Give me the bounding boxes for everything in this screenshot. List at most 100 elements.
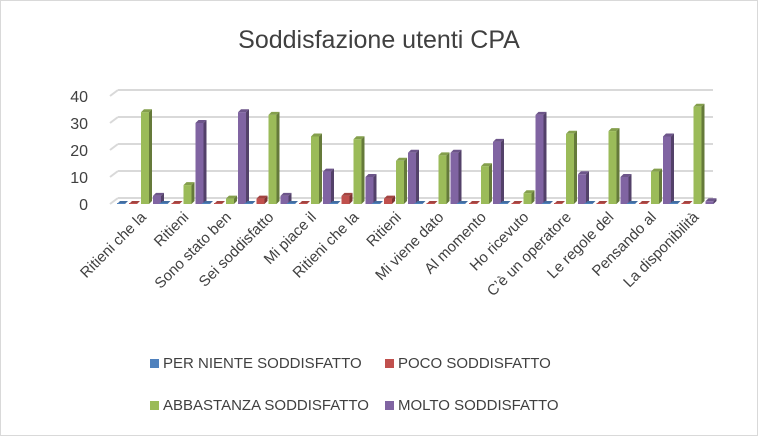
bar-side [361, 136, 365, 204]
bar [141, 112, 149, 204]
bar-side [489, 163, 492, 204]
bar-side [531, 190, 535, 204]
bar-top [620, 174, 632, 177]
bar [669, 203, 678, 204]
bar-side [501, 138, 504, 204]
gridline-depth [109, 116, 119, 124]
bar-side [246, 109, 249, 204]
bar-top [226, 195, 237, 199]
bar-side [586, 171, 589, 204]
bar [256, 198, 265, 204]
bar-side [543, 111, 547, 204]
x-tick-label: Ritieni [151, 209, 192, 250]
bar [408, 152, 416, 204]
bar-side [416, 149, 419, 204]
bar [705, 201, 714, 204]
bar-side [203, 120, 207, 204]
bar [323, 171, 331, 204]
x-tick-label: Ritieni [363, 209, 404, 250]
bar [584, 203, 593, 204]
bar [299, 203, 307, 204]
bar-top [341, 192, 353, 196]
bar [159, 203, 168, 204]
bar [117, 203, 125, 204]
chart-title: Soddisfazione utenti CPA [238, 26, 520, 54]
gridline-depth [109, 170, 119, 178]
bar-side [331, 168, 334, 204]
bar-top [535, 111, 547, 115]
bar [535, 114, 544, 204]
bar-side [276, 111, 280, 204]
bar-top [408, 149, 419, 153]
gridline-depth [109, 143, 119, 151]
bar [450, 152, 459, 204]
bar [663, 136, 671, 204]
legend-swatch [385, 359, 394, 368]
bar-top [183, 182, 195, 186]
legend-swatch [150, 359, 159, 368]
bar-top [141, 109, 152, 113]
bar-side [373, 174, 377, 204]
bar [499, 203, 508, 204]
y-tick-label: 10 [70, 170, 88, 187]
bar [238, 112, 246, 204]
bar [469, 203, 477, 204]
legend-label: POCO SODDISFATTO [398, 355, 551, 372]
bar-side [392, 195, 395, 204]
bar [414, 203, 423, 204]
bar [554, 203, 562, 204]
bar [627, 203, 635, 204]
bar-side [191, 182, 195, 204]
bar-top [493, 138, 504, 142]
bar [341, 195, 350, 204]
legend-label: PER NIENTE SODDISFATTO [163, 355, 362, 372]
bar [153, 195, 161, 204]
bar-side [458, 149, 462, 204]
bar-top [705, 198, 717, 202]
bar-top [153, 192, 164, 196]
x-tick-label: Ritieni che la [77, 208, 150, 281]
bar-top [663, 133, 674, 137]
bar-top [238, 109, 249, 113]
bar-side [234, 195, 237, 204]
bar [511, 203, 520, 204]
bar [693, 106, 702, 204]
bar-top [608, 128, 620, 132]
bar [268, 114, 277, 204]
bar-top [566, 130, 577, 134]
bar-side [628, 174, 632, 204]
bar [226, 198, 234, 204]
y-tick-label: 0 [79, 197, 88, 214]
bar [620, 177, 629, 204]
legend-item: PER NIENTE SODDISFATTO [150, 355, 362, 372]
bar-top [311, 133, 322, 137]
bar [566, 133, 574, 204]
bar [639, 203, 647, 204]
bar-side [616, 128, 620, 204]
bar-top [693, 103, 705, 107]
bar-top [481, 163, 492, 167]
bar [372, 203, 380, 204]
bar [280, 195, 289, 204]
bar-top [523, 190, 535, 194]
bar-top [256, 195, 268, 199]
legend-swatch [150, 401, 159, 410]
bar-side [446, 152, 450, 204]
bar-side [349, 192, 353, 204]
x-tick-label: La disponibilità [620, 208, 703, 291]
bar-top [438, 152, 450, 156]
bar-side [671, 133, 674, 204]
bar [493, 141, 501, 204]
bar [287, 203, 295, 204]
bar-top [323, 168, 334, 172]
bar-side [701, 103, 705, 204]
legend-label: ABBASTANZA SODDISFATTO [163, 397, 369, 414]
bar-top [651, 168, 662, 172]
bar-top [365, 174, 377, 177]
bar [426, 203, 435, 204]
bar [608, 131, 617, 204]
bar [329, 203, 338, 204]
bar [214, 203, 222, 204]
y-tick-label: 20 [70, 143, 88, 160]
bar [353, 139, 362, 204]
